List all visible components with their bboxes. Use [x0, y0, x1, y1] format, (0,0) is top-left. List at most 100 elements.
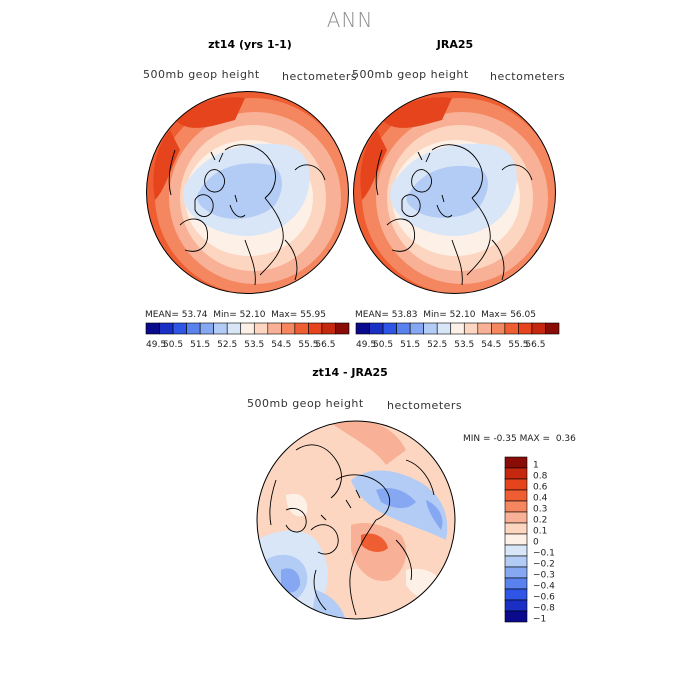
colorbar-swatch — [267, 322, 282, 335]
diff-max-label: MAX = — [519, 434, 551, 444]
colorbar-swatch — [172, 322, 187, 335]
colorbar-swatch — [199, 322, 214, 335]
colorbar-tick-label: 56.5 — [315, 340, 335, 350]
colorbar-tick-label: 53.5 — [244, 340, 264, 350]
mean-label: MEAN= — [145, 310, 179, 320]
colorbar-swatch — [504, 500, 528, 513]
colorbar-tick-label: 0.1 — [533, 527, 547, 537]
colorbar-tick-label: 51.5 — [400, 340, 420, 350]
min-value: 52.10 — [449, 310, 476, 320]
colorbar-swatch — [504, 544, 528, 557]
colorbar-swatch — [145, 322, 160, 335]
colorbar-swatch — [491, 322, 506, 335]
colorbar-tick-label: −0.3 — [533, 571, 555, 581]
colorbar-swatch — [308, 322, 323, 335]
polar-map-difference — [256, 420, 456, 620]
colorbar-tick-label: −0.2 — [533, 560, 555, 570]
polar-map-model — [146, 91, 349, 294]
colorbar-tick-label: 0 — [533, 538, 539, 548]
colorbar-swatch — [159, 322, 174, 335]
colorbar-swatch — [186, 322, 201, 335]
colorbar-swatch — [504, 610, 528, 623]
colorbar-tick-label: 51.5 — [190, 340, 210, 350]
colorbar-tick-label: 52.5 — [427, 340, 447, 350]
colorbar-swatch — [518, 322, 533, 335]
min-label: Min= — [213, 310, 237, 320]
colorbar-swatch — [504, 489, 528, 502]
diff-min-value: -0.35 — [493, 434, 517, 444]
colorbar-swatch — [396, 322, 411, 335]
max-value: 55.95 — [300, 310, 326, 320]
mean-value: 53.83 — [391, 310, 418, 320]
colorbar-tick-label: 54.5 — [271, 340, 291, 350]
colorbar-tick-label: −0.6 — [533, 593, 555, 603]
colorbar-tick-label: 49.5 — [146, 340, 166, 350]
colorbar-tick-label: 54.5 — [481, 340, 501, 350]
colorbar-swatch — [294, 322, 309, 335]
colorbar-swatch — [409, 322, 424, 335]
colorbar-swatch — [281, 322, 296, 335]
panel-units-label-reference: hectometers — [490, 70, 566, 83]
diff-stats: MIN = -0.35 MAX = 0.36 — [463, 434, 576, 444]
max-label: Max= — [481, 310, 508, 320]
min-value: 52.10 — [239, 310, 266, 320]
colorbar-swatch — [545, 322, 560, 335]
colorbar-tick-label: 56.5 — [525, 340, 545, 350]
colorbar-swatch — [504, 588, 528, 601]
colorbar-swatch — [335, 322, 350, 335]
diff-max-value: 0.36 — [555, 434, 576, 444]
mean-label: MEAN= — [355, 310, 389, 320]
colorbar-tick-label: 0.2 — [533, 516, 547, 526]
colorbar-tick-label: 50.5 — [163, 340, 183, 350]
panel-title-model: zt14 (yrs 1-1) — [208, 38, 292, 51]
colorbar-swatch — [369, 322, 384, 335]
colorbar-tick-label: 49.5 — [356, 340, 376, 350]
colorbar-swatch — [504, 533, 528, 546]
max-value: 56.05 — [510, 310, 536, 320]
colorbar-tick-label: 53.5 — [454, 340, 474, 350]
colorbar-tick-label: 0.3 — [533, 505, 547, 515]
colorbar-swatch — [321, 322, 336, 335]
diff-min-label: MIN = — [463, 434, 491, 444]
figure-title: ANN — [326, 8, 374, 32]
colorbar-swatch — [423, 322, 438, 335]
polar-map-reference — [353, 91, 556, 294]
colorbar-swatch — [504, 577, 528, 590]
diff-units-label: hectometers — [387, 399, 463, 412]
panel-title-reference: JRA25 — [436, 38, 474, 51]
colorbar-reference: 49.550.5 51.5 52.5 53.5 54.5 55.556.5 — [355, 322, 560, 350]
colorbar-swatch — [504, 456, 528, 469]
colorbar-swatch — [253, 322, 269, 335]
min-label: Min= — [423, 310, 447, 320]
colorbar-swatch — [504, 522, 528, 535]
colorbar-swatch — [504, 322, 519, 335]
colorbar-tick-label: 0.8 — [533, 472, 548, 482]
colorbar-model: 49.550.5 51.5 52.5 53.5 54.5 55.556.5 — [145, 322, 350, 350]
colorbar-tick-label: 50.5 — [373, 340, 393, 350]
colorbar-tick-label: 55.5 — [508, 340, 528, 350]
diff-variable-label: 500mb geop height — [247, 397, 364, 410]
colorbar-tick-label: −0.4 — [533, 582, 555, 592]
max-label: Max= — [271, 310, 298, 320]
mean-value: 53.74 — [181, 310, 208, 320]
colorbar-tick-label: 55.5 — [298, 340, 318, 350]
colorbar-tick-label: −0.8 — [533, 604, 555, 614]
colorbar-swatch — [504, 566, 528, 579]
colorbar-swatch — [355, 322, 370, 335]
colorbar-swatch — [240, 322, 255, 335]
colorbar-swatch — [504, 478, 528, 491]
colorbar-tick-label: 0.4 — [533, 494, 548, 504]
colorbar-swatch — [504, 467, 528, 480]
colorbar-swatch — [463, 322, 479, 335]
colorbar-swatch — [504, 599, 528, 612]
colorbar-swatch — [504, 555, 528, 568]
colorbar-tick-label: −1 — [533, 615, 546, 625]
diff-panel-title: zt14 - JRA25 — [312, 366, 388, 379]
panel-units-label-model: hectometers — [282, 70, 358, 83]
colorbar-swatch — [213, 322, 228, 335]
colorbar-swatch — [436, 322, 452, 335]
colorbar-difference: 10.80.60.40.30.20.10−0.1−0.2−0.3−0.4−0.6… — [504, 456, 555, 625]
colorbar-tick-label: 1 — [533, 461, 539, 471]
panel-variable-label-model: 500mb geop height — [143, 68, 260, 81]
colorbar-swatch — [531, 322, 546, 335]
